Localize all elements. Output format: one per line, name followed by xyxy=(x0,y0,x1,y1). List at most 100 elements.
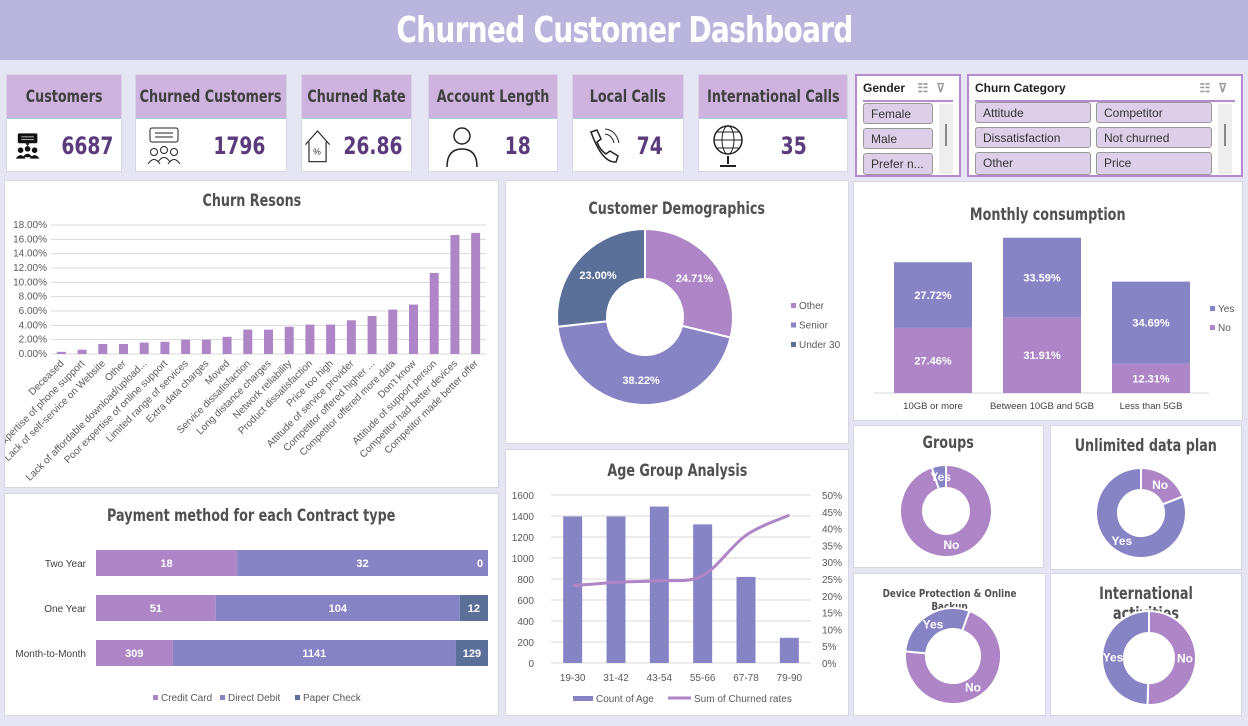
stacked-bar-segment xyxy=(96,550,238,576)
y2-tick-label: 25% xyxy=(822,575,842,586)
data-label: 27.72% xyxy=(914,290,952,302)
bar xyxy=(649,506,669,663)
y-tick-label: 1600 xyxy=(512,491,535,502)
data-label: 32 xyxy=(356,558,368,570)
legend-label: Paper Check xyxy=(303,693,362,704)
slicer-scrollbar[interactable] xyxy=(1218,104,1232,174)
bar xyxy=(201,339,211,354)
slicer-item-male[interactable]: Male xyxy=(863,128,933,149)
chart-title: Groups xyxy=(922,433,975,453)
dashboard-title: Churned Customer Dashboard xyxy=(395,9,853,51)
stacked-bar-segment xyxy=(172,640,456,666)
slicer-item-competitor[interactable]: Competitor xyxy=(1096,102,1212,123)
slice-label: No xyxy=(1152,478,1168,492)
clear-filter-icon[interactable]: ⊽ xyxy=(1218,81,1235,95)
y-tick-label: Two Year xyxy=(45,559,87,570)
data-label: 27.46% xyxy=(914,355,952,367)
stacked-bar-segment xyxy=(1003,317,1081,393)
card-label: Customers xyxy=(25,86,103,107)
y2-tick-label: 10% xyxy=(822,625,842,636)
donut-slice-yes xyxy=(1101,609,1150,707)
chart-title: Unlimited data plan xyxy=(1074,436,1218,456)
data-label: 309 xyxy=(125,648,143,660)
stacked-bar-segment xyxy=(96,640,173,666)
slicer-item-other[interactable]: Other xyxy=(975,152,1091,175)
data-label: 18 xyxy=(160,558,172,570)
payment-method-chart: Two Year 18 32 0 One Year 51 104 12 Month-to-Mon… xyxy=(15,550,488,704)
stacked-bar-segment xyxy=(455,640,488,666)
churn-rate-line xyxy=(572,513,790,588)
slice-label: Yes xyxy=(923,617,944,631)
y-tick-label: 10.00% xyxy=(13,277,47,288)
stacked-bar-segment xyxy=(894,327,972,393)
legend-swatch xyxy=(153,695,158,700)
multi-select-icon[interactable]: ☷ xyxy=(917,81,937,95)
y-tick-label: 600 xyxy=(517,596,534,607)
svg-text:%: % xyxy=(313,147,321,157)
chart-title: Monthly consumption xyxy=(970,205,1126,225)
monthly-consumption-chart: 27.46% 27.72% 10GB or more 31.91% 33.59% Betw… xyxy=(874,237,1234,412)
slice-label: 23.00% xyxy=(579,270,617,282)
bar xyxy=(693,524,713,663)
slice-label: 38.22% xyxy=(622,375,660,387)
bar xyxy=(139,342,149,354)
globe-icon xyxy=(713,125,743,167)
card-value: 26.86 xyxy=(343,132,403,160)
phone-icon xyxy=(590,128,620,163)
x-tick-label: 19-30 xyxy=(560,673,586,684)
bar xyxy=(606,516,626,663)
x-tick-label: 10GB or more xyxy=(903,401,963,412)
bar xyxy=(563,516,583,663)
bar xyxy=(736,576,756,663)
slicer-item-price[interactable]: Price xyxy=(1096,152,1212,175)
unlimited-data-plan-panel: Unlimited data plan No Yes xyxy=(1050,425,1242,570)
bar xyxy=(346,320,356,354)
card-value: 35 xyxy=(780,132,807,160)
slicer-item-not-churned[interactable]: Not churned xyxy=(1096,127,1212,148)
bar xyxy=(181,339,191,354)
customer-demographics-chart: 24.71% 38.22% 23.00% Other Senior Under 30 xyxy=(556,227,841,406)
y-tick-label: 14.00% xyxy=(13,249,47,260)
multi-select-icon[interactable]: ☷ xyxy=(1199,81,1219,95)
stacked-bar-segment xyxy=(237,550,488,576)
x-tick-label: 55-66 xyxy=(690,673,716,684)
slicer-item-attitude[interactable]: Attitude xyxy=(975,102,1091,123)
unlimited-data-plan-chart: No Yes xyxy=(1095,466,1187,559)
y-tick-label: 18.00% xyxy=(13,220,47,231)
slicer-item-prefer-not[interactable]: Prefer n... xyxy=(863,153,933,175)
slice-label: No xyxy=(1177,652,1193,666)
stacked-bar-segment xyxy=(1003,237,1081,318)
stacked-bar-segment xyxy=(215,595,460,621)
slicer-item-dissatisfaction[interactable]: Dissatisfaction xyxy=(975,127,1091,148)
y-tick-label: 6.00% xyxy=(19,306,47,317)
kpi-card-local-calls: Local Calls 74 xyxy=(572,74,684,172)
donut-slice-no xyxy=(899,463,993,558)
y-tick-label: 1200 xyxy=(512,533,535,544)
bar xyxy=(409,304,418,354)
legend-swatch xyxy=(791,303,796,308)
data-label: 31.91% xyxy=(1023,350,1061,362)
slicer-scrollbar[interactable] xyxy=(939,104,953,174)
bar xyxy=(450,235,460,354)
x-tick-label: 79-90 xyxy=(777,673,803,684)
legend-swatch xyxy=(1210,325,1215,330)
bar xyxy=(326,324,336,354)
stacked-bar-segment xyxy=(96,595,216,621)
churn-reasons-chart: 0.00% 2.00% 4.00% 6.00% 8.00% 10.00% 12.00% 14.… xyxy=(5,220,486,484)
data-label: 12 xyxy=(468,603,480,615)
data-label: 1141 xyxy=(302,648,326,660)
churn-category-slicer: Churn Category ☷⊽ Attitude Competitor Dis… xyxy=(967,74,1243,177)
card-label: Account Length xyxy=(436,86,550,107)
slicer-item-female[interactable]: Female xyxy=(863,103,933,124)
card-value: 6687 xyxy=(61,132,114,160)
y2-tick-label: 50% xyxy=(822,491,842,502)
slice-label: Yes xyxy=(1103,650,1124,664)
y-tick-label: 0.00% xyxy=(19,349,47,360)
x-tick-label: Less than 5GB xyxy=(1120,401,1183,412)
bar xyxy=(388,309,398,354)
clear-filter-icon[interactable]: ⊽ xyxy=(936,81,953,95)
donut-slice-senior xyxy=(556,320,732,406)
y-tick-label: 4.00% xyxy=(19,320,47,331)
data-label: 104 xyxy=(329,603,348,615)
dashboard-header: Churned Customer Dashboard xyxy=(0,0,1248,60)
